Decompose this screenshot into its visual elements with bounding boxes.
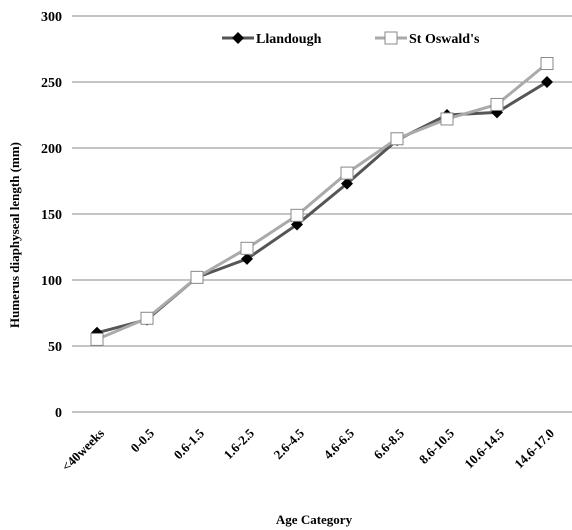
series-markers <box>90 57 554 346</box>
data-point <box>290 208 304 222</box>
y-axis-ticks: 0 50 100 150 200 250 300 <box>41 10 62 421</box>
y-tick-label: 300 <box>41 10 62 25</box>
x-tick-label: 2.6-4.5 <box>270 425 307 462</box>
y-tick-label: 250 <box>41 76 62 91</box>
data-point <box>541 76 553 88</box>
y-tick-label: 100 <box>41 274 62 289</box>
data-point <box>490 97 504 111</box>
series-line <box>96 80 548 335</box>
x-tick-label: 4.6-6.5 <box>320 425 357 462</box>
x-tick-label: 1.6-2.5 <box>220 425 257 462</box>
x-tick-label: 8.6-10.5 <box>416 425 458 467</box>
y-tick-label: 200 <box>41 142 62 157</box>
x-tick-label: <40weeks <box>59 426 108 475</box>
x-axis-ticks: <40weeks 0-0.5 0.6-1.5 1.6-2.5 2.6-4.5 4.6-6.… <box>59 425 558 474</box>
series-line <box>96 62 548 341</box>
legend: Llandough St Oswald's <box>222 31 480 47</box>
data-point <box>190 270 204 284</box>
data-point <box>440 112 454 126</box>
x-tick-label: 0.6-1.5 <box>170 425 207 462</box>
legend-label: Llandough <box>256 32 322 47</box>
data-point <box>340 166 354 180</box>
x-tick-label: 10.6-14.5 <box>461 425 507 471</box>
data-point <box>90 332 104 346</box>
data-point <box>390 132 404 146</box>
x-tick-label: 14.6-17.0 <box>511 426 557 472</box>
y-axis-label: Humerus diaphyseal length (mm) <box>7 142 22 328</box>
y-tick-label: 150 <box>41 208 62 223</box>
data-point <box>341 177 353 190</box>
legend-label: St Oswald's <box>409 32 480 47</box>
x-axis-label: Age Category <box>276 512 353 527</box>
data-point <box>384 31 398 45</box>
series-lines <box>96 62 548 341</box>
gridlines <box>72 15 572 347</box>
data-point <box>232 32 244 44</box>
y-tick-label: 50 <box>48 340 62 355</box>
x-tick-label: 6.6-8.5 <box>370 425 407 462</box>
data-point <box>240 241 254 255</box>
data-point <box>241 252 253 265</box>
data-point <box>540 57 554 71</box>
x-tick-label: 0-0.5 <box>127 425 157 455</box>
y-tick-label: 0 <box>55 406 62 421</box>
data-point <box>140 311 154 325</box>
